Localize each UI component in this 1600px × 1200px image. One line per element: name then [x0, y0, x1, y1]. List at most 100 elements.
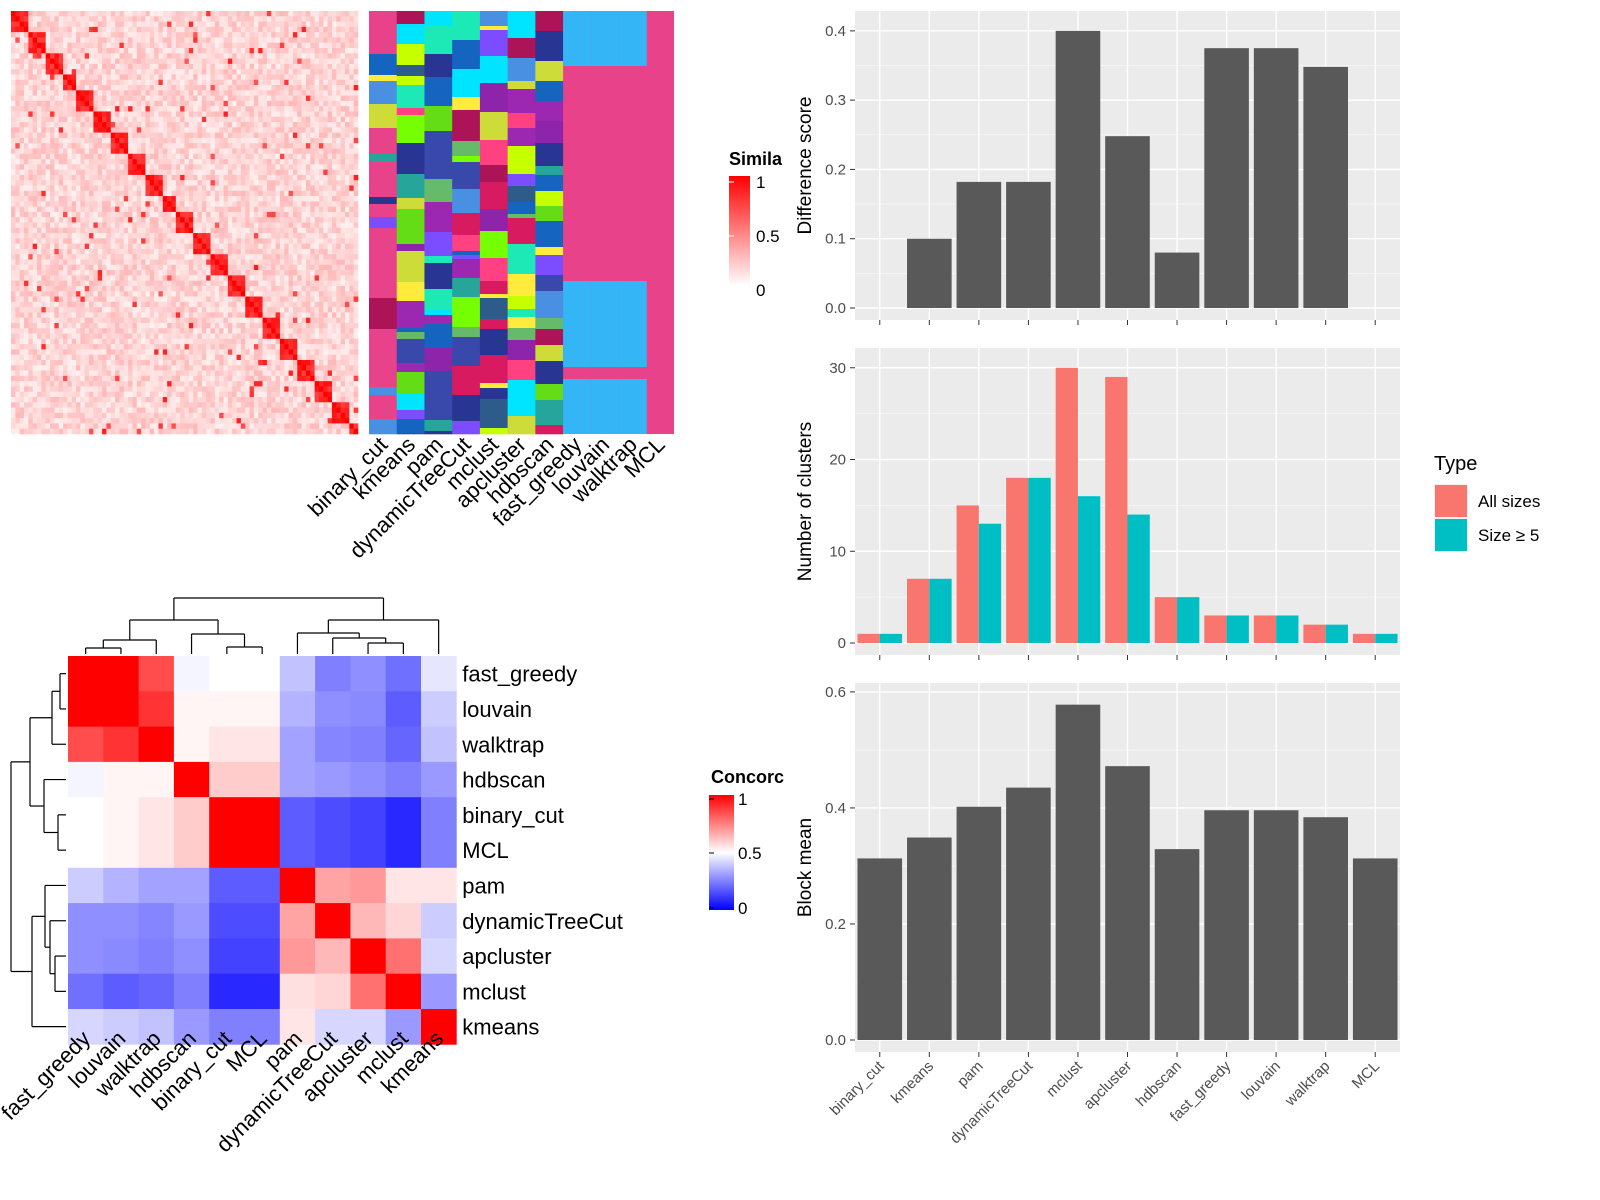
similarity-cell [349, 312, 354, 318]
similarity-cell [141, 48, 146, 54]
similarity-cell [240, 63, 246, 70]
similarity-cell [89, 264, 94, 271]
similarity-cell [63, 243, 68, 250]
similarity-cell [206, 106, 211, 112]
similarity-cell [80, 164, 86, 170]
similarity-cell [71, 227, 77, 234]
similarity-cell [24, 106, 29, 112]
similarity-cell [67, 132, 73, 139]
similarity-cell [201, 95, 207, 102]
similarity-cell [349, 217, 354, 223]
similarity-cell [162, 322, 168, 329]
similarity-cell [110, 211, 116, 218]
similarity-cell [32, 48, 38, 54]
similarity-cell [54, 174, 60, 181]
similarity-cell [97, 270, 103, 276]
similarity-cell [193, 148, 198, 155]
similarity-cell [54, 106, 60, 112]
similarity-cell [223, 270, 229, 276]
similarity-cell [45, 264, 51, 271]
similarity-cell [154, 317, 159, 324]
similarity-cell [67, 16, 73, 22]
similarity-cell [349, 111, 354, 118]
similarity-cell [80, 190, 86, 197]
similarity-heatmap [11, 11, 359, 435]
similarity-cell [149, 53, 155, 59]
similarity-cell [349, 26, 354, 33]
similarity-cell [292, 328, 298, 334]
similarity-cell [262, 16, 268, 22]
similarity-cell [344, 116, 350, 123]
similarity-cell [149, 238, 155, 244]
similarity-cell [50, 264, 55, 271]
similarity-cell [11, 196, 16, 202]
similarity-cell [50, 270, 55, 276]
similarity-cell [279, 11, 285, 17]
similarity-cell [305, 264, 311, 271]
similarity-cell [323, 127, 328, 133]
similarity-cell [253, 180, 259, 186]
similarity-cell [327, 270, 333, 276]
similarity-cell [271, 127, 276, 133]
similarity-cell [141, 275, 146, 281]
similarity-cell [145, 211, 151, 218]
similarity-cell [193, 164, 198, 170]
similarity-cell [132, 227, 138, 234]
similarity-cell [184, 111, 190, 118]
similarity-cell [258, 291, 263, 297]
similarity-cell [110, 164, 116, 170]
similarity-cell [63, 116, 68, 123]
similarity-cell [128, 148, 133, 155]
similarity-cell [327, 164, 333, 170]
similarity-cell [184, 42, 190, 49]
similarity-cell [210, 217, 216, 223]
similarity-cell [305, 280, 311, 287]
similarity-cell [310, 243, 315, 250]
similarity-cell [97, 116, 103, 123]
similarity-cell [258, 90, 263, 96]
similarity-cell [236, 333, 242, 340]
similarity-cell [188, 291, 194, 297]
similarity-cell [37, 201, 42, 207]
similarity-cell [89, 328, 94, 334]
similarity-cell [67, 275, 73, 281]
similarity-cell [227, 122, 233, 128]
similarity-cell [206, 217, 211, 223]
similarity-cell [240, 180, 246, 186]
similarity-cell [227, 48, 233, 54]
similarity-cell [227, 63, 233, 70]
similarity-cell [336, 116, 341, 123]
similarity-cell [323, 48, 328, 54]
similarity-cell [331, 196, 337, 202]
similarity-cell [271, 21, 276, 28]
similarity-cell [128, 132, 133, 139]
similarity-cell [253, 190, 259, 197]
similarity-cell [305, 254, 311, 260]
similarity-cell [71, 243, 77, 250]
similarity-cell [197, 53, 203, 59]
similarity-cell [344, 143, 350, 149]
similarity-cell [331, 254, 337, 260]
similarity-cell [67, 222, 73, 229]
similarity-cell [292, 217, 298, 223]
similarity-cell [214, 116, 220, 123]
similarity-cell [284, 169, 289, 176]
similarity-cell [314, 333, 320, 340]
similarity-cell [288, 196, 294, 202]
similarity-cell [89, 74, 94, 81]
similarity-cell [219, 222, 224, 229]
similarity-cell [24, 222, 29, 229]
similarity-cell [123, 312, 129, 318]
similarity-cell [266, 58, 272, 65]
similarity-cell [236, 206, 242, 213]
similarity-cell [323, 159, 328, 165]
similarity-cell [115, 328, 120, 334]
similarity-cell [106, 116, 112, 123]
similarity-cell [110, 111, 116, 118]
similarity-cell [314, 21, 320, 28]
similarity-cell [318, 296, 324, 303]
similarity-cell [188, 42, 194, 49]
similarity-cell [353, 301, 359, 308]
similarity-cell [84, 307, 90, 313]
similarity-cell [45, 26, 51, 33]
